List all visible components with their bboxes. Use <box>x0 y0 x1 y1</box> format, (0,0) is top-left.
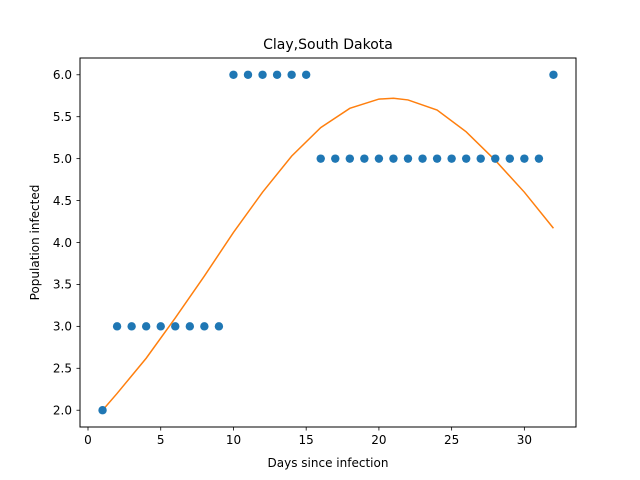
data-point-28 <box>491 154 500 163</box>
y-tick-label: 2.0 <box>53 404 72 418</box>
y-tick-label: 6.0 <box>53 68 72 82</box>
data-point-2 <box>112 322 122 331</box>
y-tick-label: 3.5 <box>53 278 72 292</box>
x-tick-label: 15 <box>299 433 314 447</box>
y-tick-label: 4.0 <box>53 236 72 250</box>
data-point-7 <box>185 322 195 331</box>
x-tick-label: 0 <box>84 433 92 447</box>
y-tick-label: 2.5 <box>53 362 72 376</box>
data-point-29 <box>505 154 515 163</box>
data-point-26 <box>461 154 471 163</box>
data-point-9 <box>214 322 224 331</box>
data-point-22 <box>403 154 413 163</box>
chart-title: Clay,South Dakota <box>263 37 393 53</box>
x-axis: 0 5 10 15 20 25 30 <box>84 427 532 447</box>
x-tick-label: 20 <box>371 433 386 447</box>
y-tick-label: 3.0 <box>53 320 72 334</box>
data-point-10 <box>229 70 238 79</box>
data-point-25 <box>447 154 456 163</box>
data-point-24 <box>432 154 442 163</box>
data-point-13 <box>272 70 282 79</box>
data-point-18 <box>345 154 355 163</box>
data-point-19 <box>360 154 369 163</box>
y-tick-label: 5.5 <box>53 110 72 124</box>
data-point-21 <box>389 154 398 163</box>
data-point-12 <box>258 70 267 79</box>
fit-line <box>101 97 555 411</box>
data-point-27 <box>476 154 485 163</box>
data-point-6 <box>171 322 180 331</box>
data-point-14 <box>287 70 296 79</box>
data-point-3 <box>127 322 136 331</box>
data-point-31 <box>534 154 544 163</box>
x-tick-label: 10 <box>226 433 241 447</box>
data-point-17 <box>331 154 340 163</box>
y-axis-title: Population infected <box>28 185 42 301</box>
x-tick-label: 30 <box>517 433 532 447</box>
data-point-16 <box>316 154 325 163</box>
data-point-32 <box>549 70 558 79</box>
data-point-30 <box>520 154 529 163</box>
y-tick-label: 4.5 <box>53 194 72 208</box>
x-tick-label: 25 <box>444 433 459 447</box>
data-point-5 <box>156 322 165 331</box>
data-point-4 <box>141 322 151 331</box>
x-tick-label: 5 <box>157 433 165 447</box>
data-point-11 <box>243 70 253 79</box>
data-point-1 <box>98 406 107 415</box>
data-point-23 <box>418 154 427 163</box>
plot-area <box>98 70 558 415</box>
data-point-20 <box>374 154 384 163</box>
data-point-15 <box>301 70 311 79</box>
y-axis: 2.0 2.5 3.0 3.5 4.0 4.5 5.0 5.5 6.0 <box>53 68 80 418</box>
y-tick-label: 5.0 <box>53 152 72 166</box>
x-axis-title: Days since infection <box>268 456 389 470</box>
data-point-8 <box>200 322 209 331</box>
